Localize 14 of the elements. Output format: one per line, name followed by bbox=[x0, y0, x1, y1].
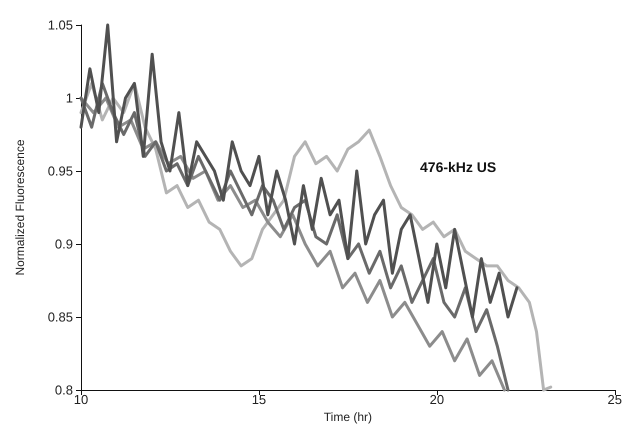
y-axis-title: Normalized Fluorescence bbox=[13, 139, 27, 276]
annotation: 476-kHz US bbox=[420, 159, 496, 175]
line-series bbox=[80, 24, 518, 318]
x-tick-label: 10 bbox=[74, 392, 88, 407]
x-axis-title: Time (hr) bbox=[324, 410, 372, 424]
y-tick-label: 0.9 bbox=[54, 236, 73, 252]
x-tick-label: 15 bbox=[252, 392, 266, 407]
y-tick-label: 1.05 bbox=[48, 18, 73, 32]
y-tick-label: 0.85 bbox=[48, 310, 73, 324]
y-tick-label: 0.8 bbox=[54, 382, 73, 398]
x-tick-label: 20 bbox=[430, 392, 444, 407]
y-tick-label: 0.95 bbox=[48, 164, 73, 178]
y-tick-label: 1 bbox=[66, 90, 73, 106]
x-tick-label: 25 bbox=[608, 392, 622, 407]
